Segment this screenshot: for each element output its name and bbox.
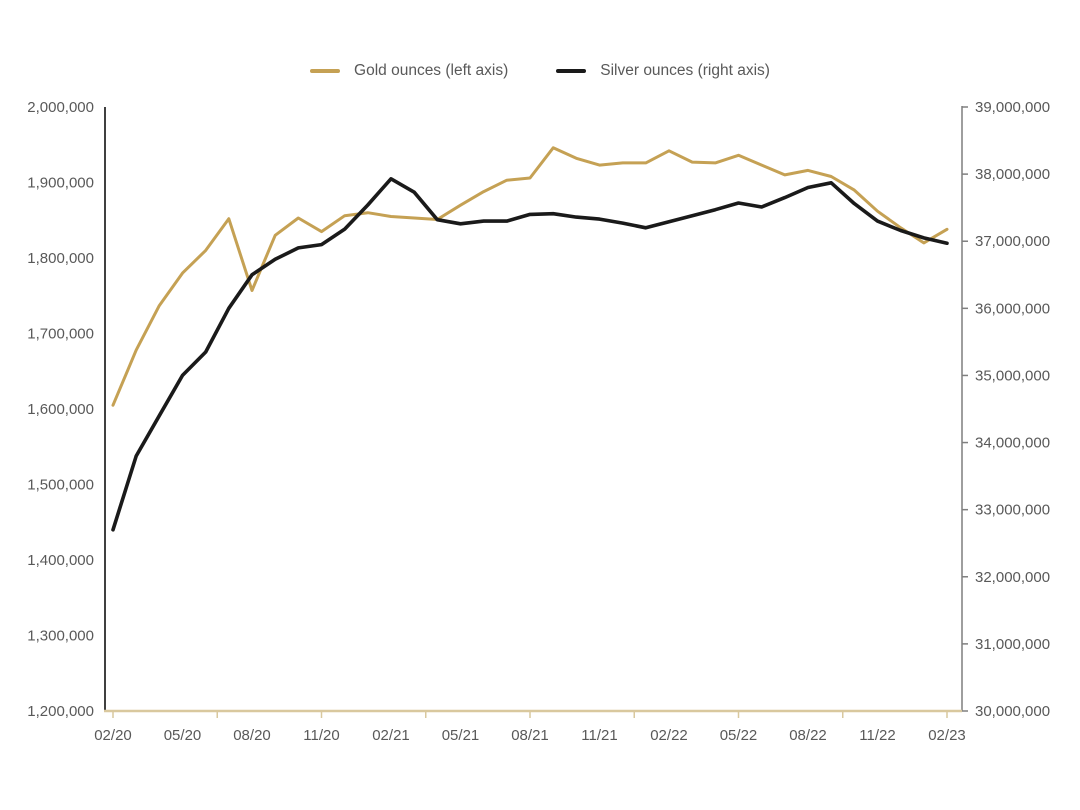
chart-legend: Gold ounces (left axis) Silver ounces (r… xyxy=(0,62,1080,80)
x-axis-tick-label: 11/20 xyxy=(303,727,339,744)
left-axis-tick-label: 1,200,000 xyxy=(27,703,94,720)
x-axis-tick-label: 02/20 xyxy=(94,727,132,744)
left-axis-tick-label: 2,000,000 xyxy=(27,99,94,116)
legend-label-gold: Gold ounces (left axis) xyxy=(354,62,509,79)
right-axis-tick-label: 32,000,000 xyxy=(975,569,1050,586)
left-axis-tick-label: 1,500,000 xyxy=(27,477,94,494)
left-axis-tick-label: 1,900,000 xyxy=(27,175,94,192)
gold-series-line xyxy=(111,146,949,407)
right-axis-tick-label: 31,000,000 xyxy=(975,636,1050,653)
x-axis-tick-label: 11/22 xyxy=(859,727,895,744)
x-axis-tick-label: 02/21 xyxy=(372,727,410,744)
left-axis-tick-label: 1,400,000 xyxy=(27,552,94,569)
x-axis-tick-label: 02/23 xyxy=(928,727,966,744)
left-axis-tick-label: 1,600,000 xyxy=(27,401,94,418)
left-axis-tick-label: 1,800,000 xyxy=(27,250,94,267)
right-axis-tick-label: 34,000,000 xyxy=(975,435,1050,452)
silver-series-line xyxy=(111,177,949,532)
x-axis-tick-label: 08/21 xyxy=(511,727,549,744)
x-axis-tick-label: 08/20 xyxy=(233,727,271,744)
x-axis-tick-label: 11/21 xyxy=(581,727,617,744)
legend-item-gold: Gold ounces (left axis) xyxy=(310,62,508,80)
legend-item-silver: Silver ounces (right axis) xyxy=(556,62,770,80)
right-axis-tick-label: 30,000,000 xyxy=(975,703,1050,720)
right-axis-tick-label: 38,000,000 xyxy=(975,166,1050,183)
left-axis-tick-label: 1,700,000 xyxy=(27,326,94,343)
left-axis-tick-label: 1,300,000 xyxy=(27,628,94,645)
x-axis-tick-label: 05/20 xyxy=(164,727,202,744)
right-axis-tick-label: 33,000,000 xyxy=(975,502,1050,519)
right-axis-tick-label: 36,000,000 xyxy=(975,300,1050,317)
legend-label-silver: Silver ounces (right axis) xyxy=(600,62,770,79)
x-axis-tick-label: 05/22 xyxy=(720,727,758,744)
x-axis-tick-label: 02/22 xyxy=(650,727,688,744)
right-axis-tick-label: 39,000,000 xyxy=(975,99,1050,116)
silver-line-swatch-icon xyxy=(556,69,587,73)
gold-line-swatch-icon xyxy=(310,69,341,73)
right-axis-tick-label: 37,000,000 xyxy=(975,233,1050,250)
x-axis-tick-label: 08/22 xyxy=(789,727,827,744)
x-axis-tick-label: 05/21 xyxy=(442,727,480,744)
right-axis-tick-label: 35,000,000 xyxy=(975,367,1050,384)
